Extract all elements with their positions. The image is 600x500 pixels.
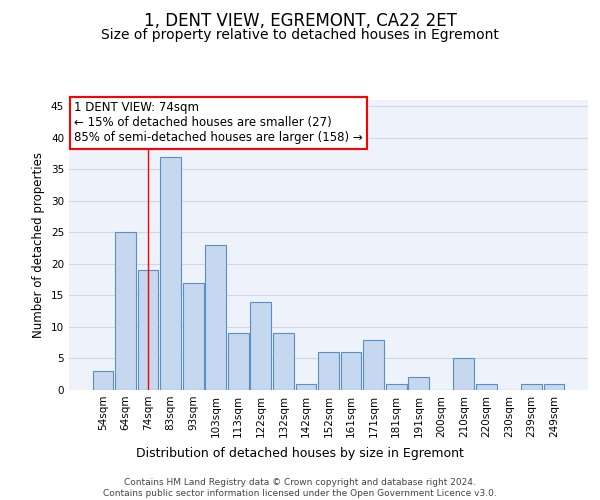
Bar (205, 245, 226, 390)
Bar (92, 371, 113, 390)
Bar (115, 232, 136, 390)
Y-axis label: Number of detached properties: Number of detached properties (32, 152, 46, 338)
Bar (386, 384, 407, 390)
Bar (137, 270, 158, 390)
Bar (318, 352, 339, 390)
Bar (544, 384, 565, 390)
Bar (273, 334, 294, 390)
Bar (296, 384, 316, 390)
Bar (454, 358, 474, 390)
Bar (341, 352, 361, 390)
Text: Distribution of detached houses by size in Egremont: Distribution of detached houses by size … (136, 448, 464, 460)
Bar (363, 340, 384, 390)
Text: 1, DENT VIEW, EGREMONT, CA22 2ET: 1, DENT VIEW, EGREMONT, CA22 2ET (143, 12, 457, 30)
Bar (521, 384, 542, 390)
Text: 1 DENT VIEW: 74sqm
← 15% of detached houses are smaller (27)
85% of semi-detache: 1 DENT VIEW: 74sqm ← 15% of detached hou… (74, 102, 363, 144)
Bar (250, 302, 271, 390)
Bar (183, 283, 203, 390)
Bar (228, 334, 248, 390)
Bar (409, 378, 429, 390)
Text: Size of property relative to detached houses in Egremont: Size of property relative to detached ho… (101, 28, 499, 42)
Bar (160, 156, 181, 390)
Bar (476, 384, 497, 390)
Text: Contains HM Land Registry data © Crown copyright and database right 2024.
Contai: Contains HM Land Registry data © Crown c… (103, 478, 497, 498)
